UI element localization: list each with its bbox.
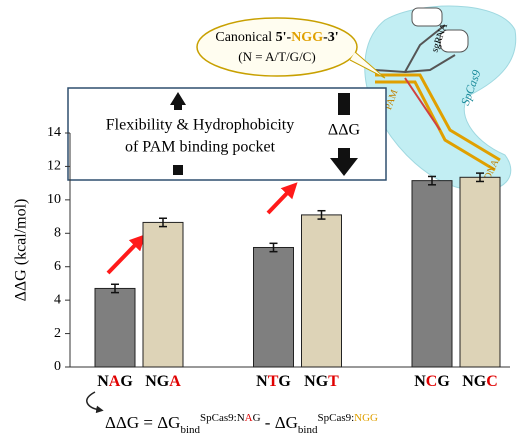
label-letter: G [474,373,487,390]
error-bar [269,242,278,253]
bubble-line: Canonical 5'-NGG-3' [215,30,338,45]
down-arrow [330,148,358,176]
trend-arrow [266,182,298,215]
text-segment: (N = A/T/G/C) [238,49,315,64]
text-segment: -3' [323,30,339,45]
annotation-box [67,87,387,181]
text-segment: SpCas9: [317,412,354,424]
y-tick-label: 10 [47,192,61,207]
error-bar [428,175,436,186]
trend-arrow [106,234,146,275]
small-square [173,165,183,175]
y-tick-label: 2 [54,326,61,341]
bar-icon [338,93,350,115]
label-letter: A [109,373,121,390]
error-bar [159,217,167,228]
cas9-diagram: sgRNA SpCas9 PAM DNA [364,5,517,192]
text-segment: N [237,412,245,424]
label-letter: G [120,373,133,390]
text-segment: NGG [354,412,378,424]
y-tick-label: 8 [54,226,61,241]
text-segment: NGG [291,30,323,45]
x-tick-label: NGC [462,373,498,390]
bar [459,176,501,368]
label-letter: A [169,373,181,390]
label-letter: G [316,373,329,390]
bar [253,246,294,368]
box-text: Flexibility & Hydrophobicity [106,117,294,134]
label-letter: G [157,373,170,390]
label-letter: N [256,373,268,390]
label-letter: T [268,373,279,390]
label-letter: C [486,373,498,390]
label-letter: C [426,373,438,390]
text-segment: SpCas9: [200,412,237,424]
bar [301,214,342,368]
y-tick-label: 0 [54,359,61,374]
label-letter: G [437,373,450,390]
label-letter: N [304,373,316,390]
x-tick-label: NTG [256,373,291,390]
text-segment: bind [180,424,200,436]
y-tick-label: 4 [54,292,61,307]
label-letter: N [145,373,157,390]
error-bar [476,172,484,183]
bubble-tail [349,51,386,79]
text-segment: G [253,412,261,424]
formula: ΔΔG = ΔGbindSpCas9:NAG - ΔGbindSpCas9:NG… [105,412,378,436]
text-segment: bind [298,424,318,436]
y-tick-label: 12 [47,159,61,174]
x-tick-label: NAG [97,373,133,390]
error-bar [317,209,326,220]
bubble [196,17,358,77]
y-tick-label: 6 [54,259,61,274]
box-label: ΔΔG [328,122,361,139]
x-tick-label: NGT [304,373,339,390]
box-text: of PAM binding pocket [125,139,276,156]
label-letter: G [278,373,291,390]
label-letter: N [97,373,109,390]
label-letter: N [414,373,426,390]
text-segment: 5'- [276,30,292,45]
label-letter: N [462,373,474,390]
up-arrow [170,92,186,110]
text-segment: ΔΔG = ΔG [105,413,180,432]
formula-arrow [86,391,104,414]
bar [411,180,453,368]
bar [94,287,136,368]
text-segment: - ΔG [261,413,298,432]
text-segment: A [245,412,253,424]
y-tick-label: 14 [47,125,61,140]
bar [142,221,184,368]
x-tick-label: NCG [414,373,450,390]
text-segment: Canonical [215,30,275,45]
y-axis-title: ΔΔG (kcal/mol) [13,199,30,302]
bubble-line: (N = A/T/G/C) [238,49,315,64]
x-tick-label: NGA [145,373,181,390]
label-letter: T [328,373,339,390]
error-bar [111,283,119,294]
